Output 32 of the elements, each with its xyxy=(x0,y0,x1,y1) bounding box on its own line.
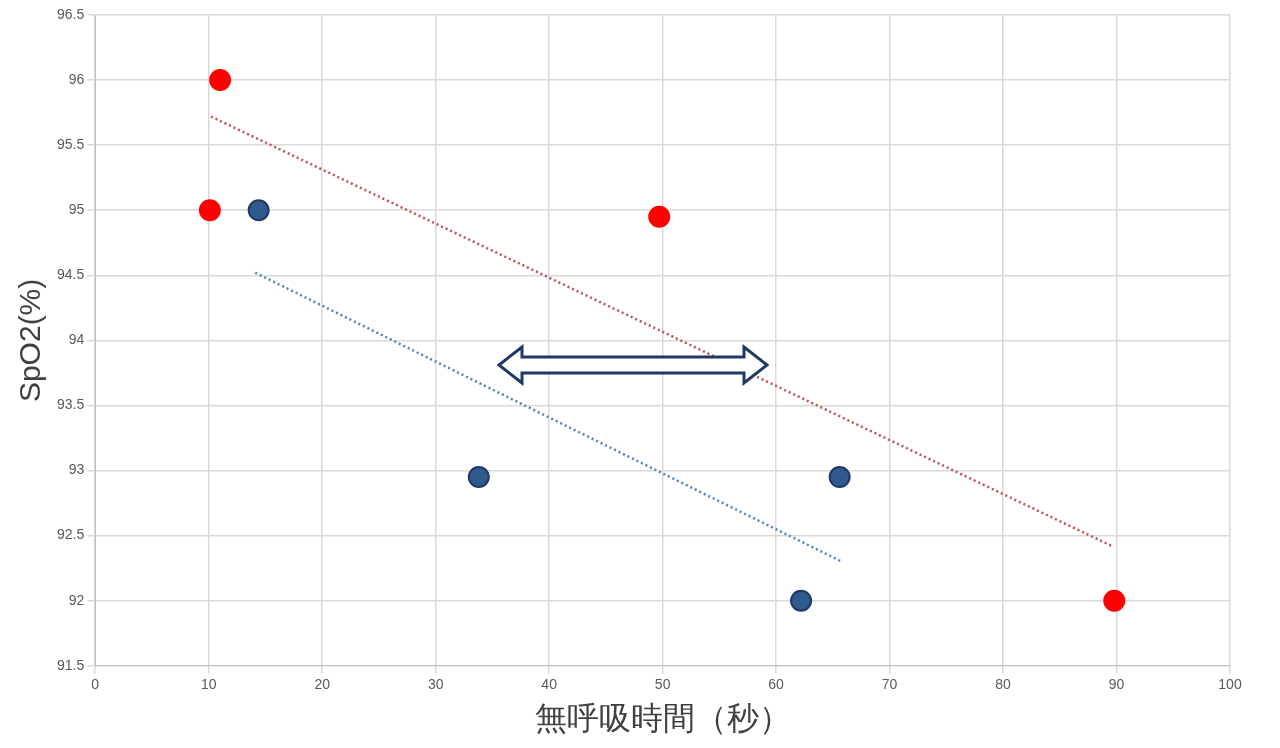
x-tick-label: 80 xyxy=(995,676,1012,693)
point xyxy=(828,466,851,489)
point xyxy=(198,199,221,222)
point xyxy=(209,69,232,92)
y-tick-label: 95 xyxy=(68,201,85,218)
x-tick-label: 90 xyxy=(1108,676,1125,693)
y-tick-label: 96.5 xyxy=(57,5,85,22)
x-tick-label: 30 xyxy=(427,676,444,693)
y-tick-label: 91.5 xyxy=(57,656,85,673)
x-tick-label: 50 xyxy=(654,676,671,693)
y-tick-label: 92.5 xyxy=(57,526,85,543)
x-axis-title: 無呼吸時間（秒） xyxy=(534,699,791,736)
y-tick-label: 96 xyxy=(68,70,85,87)
point xyxy=(247,199,270,222)
x-tick-label: 100 xyxy=(1218,676,1242,693)
x-tick-label: 60 xyxy=(768,676,785,693)
y-tick-label: 94.5 xyxy=(57,266,85,283)
y-tick-label: 95.5 xyxy=(57,136,85,153)
point xyxy=(648,205,671,228)
x-tick-label: 10 xyxy=(200,676,217,693)
y-tick-label: 94 xyxy=(68,331,85,348)
point xyxy=(790,589,813,612)
y-tick-label: 93 xyxy=(68,461,85,478)
y-axis-title: SpO2(%) xyxy=(13,278,47,403)
point xyxy=(1103,589,1126,612)
y-tick-label: 92 xyxy=(68,591,85,608)
point xyxy=(467,466,490,489)
x-tick-label: 70 xyxy=(881,676,898,693)
x-tick-label: 0 xyxy=(91,676,100,693)
y-tick-label: 93.5 xyxy=(57,396,85,413)
x-tick-label: 40 xyxy=(541,676,558,693)
x-tick-label: 20 xyxy=(314,676,331,693)
